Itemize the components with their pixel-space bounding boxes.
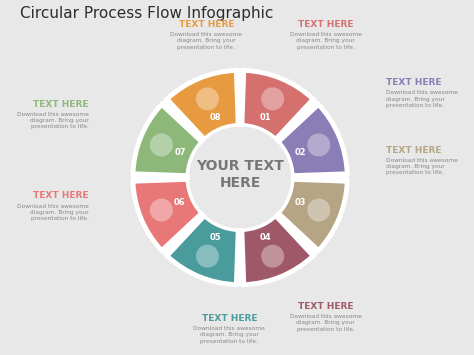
Text: TEXT HERE: TEXT HERE (385, 78, 441, 87)
Text: TEXT HERE: TEXT HERE (298, 20, 354, 29)
Wedge shape (133, 179, 202, 251)
Text: TEXT HERE: TEXT HERE (33, 191, 89, 201)
Text: Download this awesome
diagram. Bring your
presentation to life.: Download this awesome diagram. Bring you… (290, 32, 362, 50)
Text: 05: 05 (210, 233, 221, 242)
Circle shape (150, 198, 173, 222)
Text: Download this awesome
diagram. Bring your
presentation to life.: Download this awesome diagram. Bring you… (385, 158, 457, 175)
Text: Circular Process Flow Infographic: Circular Process Flow Infographic (19, 6, 273, 21)
Wedge shape (133, 104, 202, 176)
Circle shape (150, 133, 173, 157)
Wedge shape (242, 215, 313, 285)
Text: TEXT HERE: TEXT HERE (33, 100, 89, 109)
Wedge shape (242, 70, 313, 140)
Text: TEXT HERE: TEXT HERE (201, 314, 257, 323)
Text: 08: 08 (210, 113, 221, 122)
Text: 02: 02 (294, 148, 306, 157)
Circle shape (196, 245, 219, 268)
Circle shape (261, 245, 284, 268)
Text: 07: 07 (174, 148, 186, 157)
Circle shape (188, 125, 292, 230)
Text: Download this awesome
diagram. Bring your
presentation to life.: Download this awesome diagram. Bring you… (193, 326, 265, 344)
Text: Download this awesome
diagram. Bring your
presentation to life.: Download this awesome diagram. Bring you… (17, 112, 89, 130)
Circle shape (261, 87, 284, 110)
Text: TEXT HERE: TEXT HERE (298, 302, 354, 311)
Text: TEXT HERE: TEXT HERE (385, 146, 441, 154)
Text: Download this awesome
diagram. Bring your
presentation to life.: Download this awesome diagram. Bring you… (385, 90, 457, 108)
Text: TEXT HERE: TEXT HERE (179, 20, 234, 29)
Circle shape (307, 198, 330, 222)
Text: 06: 06 (174, 198, 186, 207)
Text: 01: 01 (259, 113, 271, 122)
Text: 04: 04 (259, 233, 271, 242)
Wedge shape (278, 179, 347, 251)
Wedge shape (167, 215, 238, 285)
Circle shape (196, 87, 219, 110)
Text: Download this awesome
diagram. Bring your
presentation to life.: Download this awesome diagram. Bring you… (290, 314, 362, 332)
Wedge shape (278, 104, 347, 176)
Text: YOUR TEXT
HERE: YOUR TEXT HERE (196, 159, 284, 190)
Wedge shape (167, 70, 238, 140)
Text: Download this awesome
diagram. Bring your
presentation to life.: Download this awesome diagram. Bring you… (17, 203, 89, 221)
Text: 03: 03 (294, 198, 306, 207)
Text: Download this awesome
diagram. Bring your
presentation to life.: Download this awesome diagram. Bring you… (171, 32, 242, 50)
Circle shape (307, 133, 330, 157)
